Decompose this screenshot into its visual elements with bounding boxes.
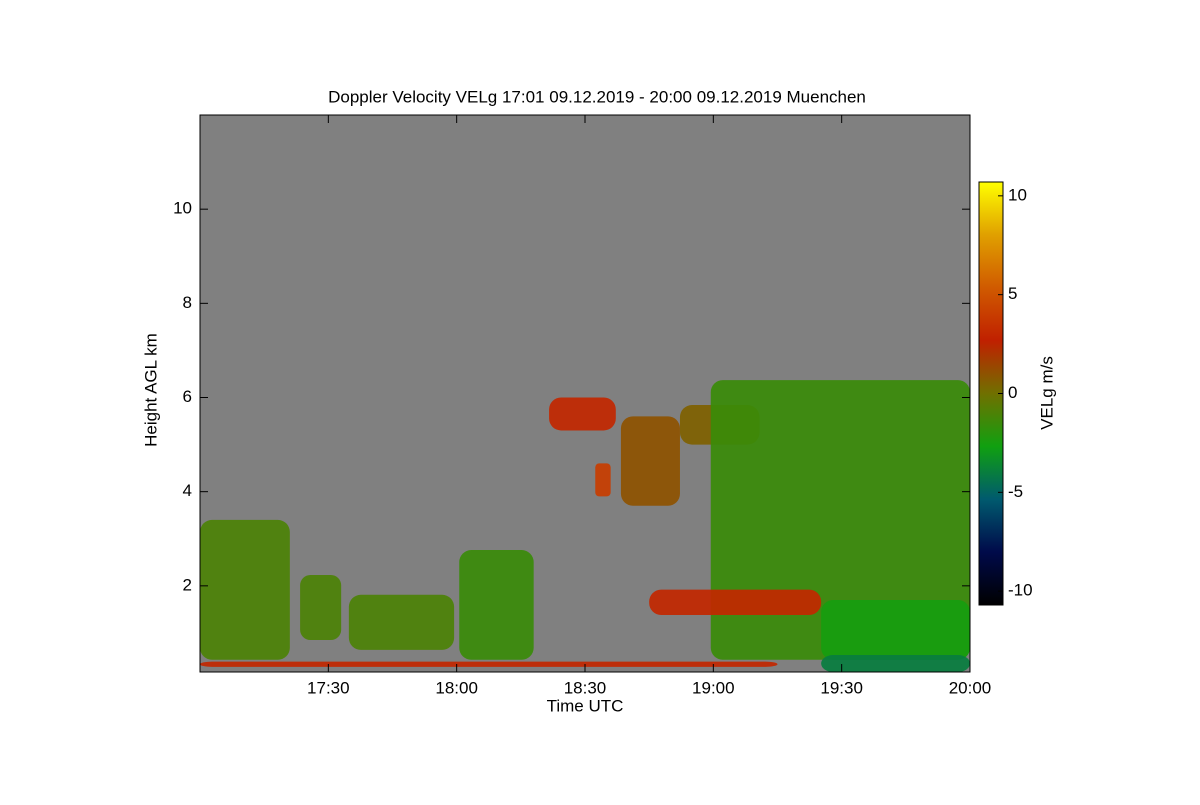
y-axis-label: Height AGL km: [141, 333, 160, 447]
echo-region: [620, 416, 680, 506]
y-tick-label: 2: [183, 575, 192, 594]
echo-region: [649, 589, 822, 616]
x-tick-label: 19:00: [692, 678, 735, 697]
y-tick-label: 6: [183, 387, 192, 406]
x-tick-label: 18:30: [564, 678, 607, 697]
echo-region: [595, 463, 611, 497]
y-tick-label: 10: [173, 199, 192, 218]
echo-region: [300, 575, 342, 640]
y-tick-label: 4: [183, 481, 192, 500]
colorbar-tick-label: 0: [1008, 383, 1017, 402]
chart-title: Doppler Velocity VELg 17:01 09.12.2019 -…: [328, 87, 866, 106]
x-tick-label: 18:00: [435, 678, 478, 697]
echo-region: [348, 594, 455, 650]
colorbar-tick-label: -10: [1008, 581, 1033, 600]
echo-region: [549, 397, 616, 431]
colorbar-tick-label: 5: [1008, 284, 1017, 303]
colorbar-tick-label: -5: [1008, 482, 1023, 501]
echo-region: [821, 599, 970, 660]
x-tick-label: 20:00: [949, 678, 992, 697]
y-tick-label: 8: [183, 293, 192, 312]
echo-region: [821, 655, 970, 672]
x-axis-label: Time UTC: [547, 696, 624, 715]
x-tick-label: 19:30: [820, 678, 863, 697]
x-tick-label: 17:30: [307, 678, 350, 697]
echo-region: [200, 661, 778, 667]
echo-region: [200, 519, 290, 660]
echo-region: [459, 550, 534, 660]
colorbar-tick-label: 10: [1008, 185, 1027, 204]
colorbar-label: VELg m/s: [1037, 356, 1056, 430]
